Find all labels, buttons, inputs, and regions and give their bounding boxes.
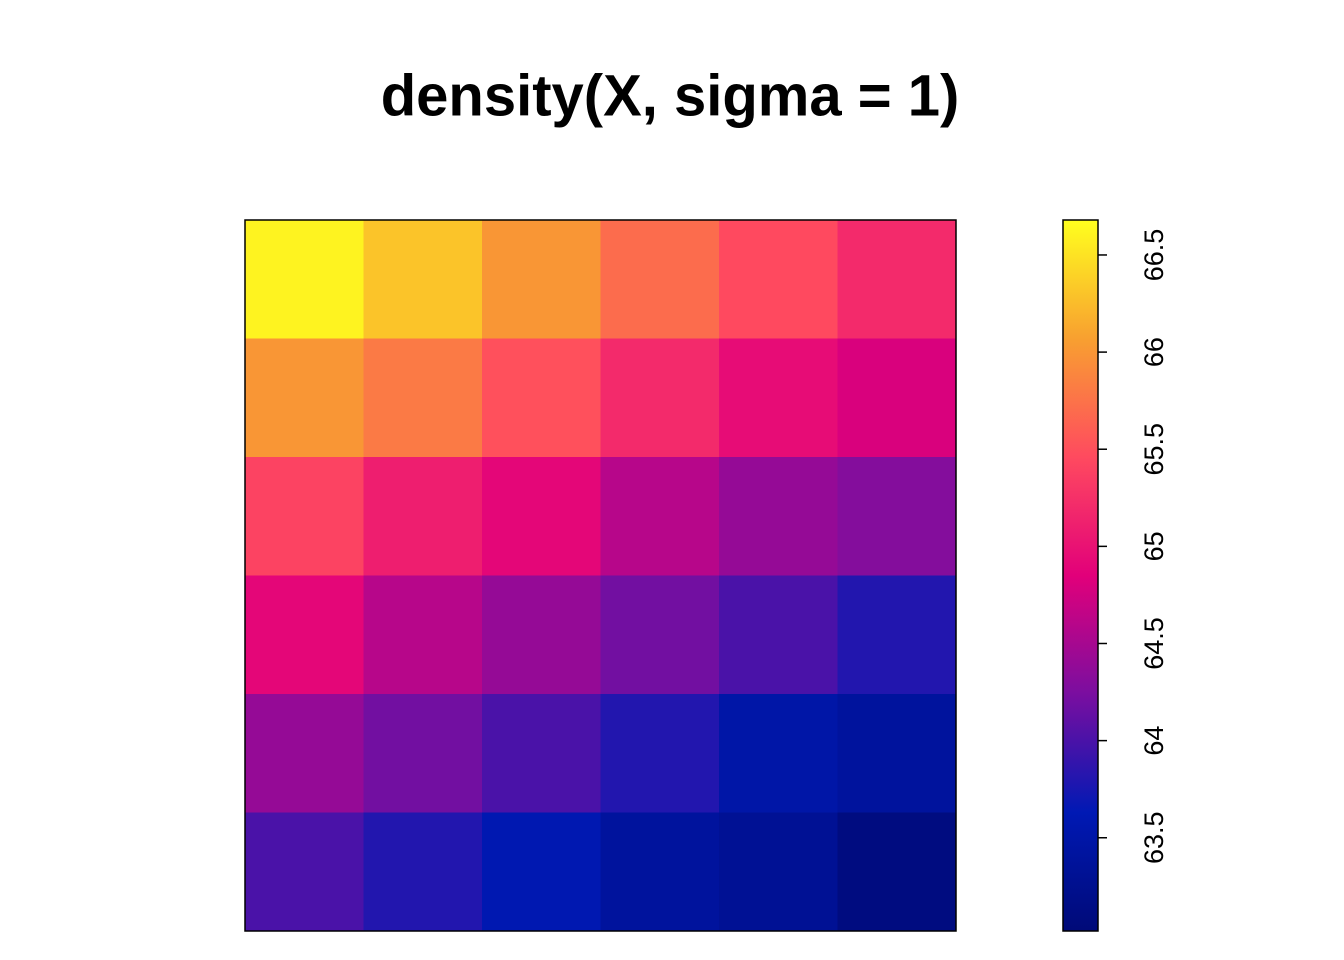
heat-cell: [719, 457, 838, 576]
heat-cell: [837, 220, 957, 339]
colorbar: [1062, 219, 1099, 932]
heat-cell: [363, 338, 483, 458]
heat-cell: [482, 575, 601, 695]
chart-title: density(X, sigma = 1): [381, 63, 960, 128]
heat-cell: [245, 694, 364, 813]
heat-cell: [245, 338, 364, 458]
heat-cell: [482, 338, 601, 458]
heat-cell: [363, 694, 483, 813]
heat-cell: [837, 575, 957, 695]
heat-cell: [482, 694, 601, 813]
tick-label: 66.5: [1139, 229, 1169, 282]
heat-cell: [363, 220, 483, 339]
heat-cell: [837, 457, 957, 576]
heat-cell: [719, 694, 838, 813]
heat-cell: [600, 575, 720, 695]
heat-cell: [482, 812, 601, 932]
heat-cell: [719, 338, 838, 458]
heat-cell: [837, 338, 957, 458]
heat-cell: [719, 575, 838, 695]
heat-cell: [245, 457, 364, 576]
tick-label: 65.5: [1139, 423, 1169, 476]
heat-cell: [837, 694, 957, 813]
heat-cell: [363, 457, 483, 576]
heat-cell: [719, 220, 838, 339]
heat-cell: [600, 457, 720, 576]
tick-label: 64.5: [1139, 617, 1169, 670]
tick-label: 63.5: [1139, 811, 1169, 864]
heat-cell: [245, 575, 364, 695]
tick-label: 64: [1139, 726, 1169, 756]
heat-cell: [482, 457, 601, 576]
heat-cell: [837, 812, 957, 932]
heat-cell: [363, 812, 483, 932]
tick-label: 66: [1139, 337, 1169, 367]
heat-cell: [482, 220, 601, 339]
plot-frame: [244, 219, 957, 932]
heat-cell: [245, 812, 364, 932]
heat-cell: [600, 220, 720, 339]
heat-cell: [363, 575, 483, 695]
tick-label: 65: [1139, 531, 1169, 561]
heat-cell: [600, 812, 720, 932]
heat-cell: [600, 338, 720, 458]
heat-cell: [719, 812, 838, 932]
heat-cell: [600, 694, 720, 813]
heat-cell: [245, 220, 364, 339]
